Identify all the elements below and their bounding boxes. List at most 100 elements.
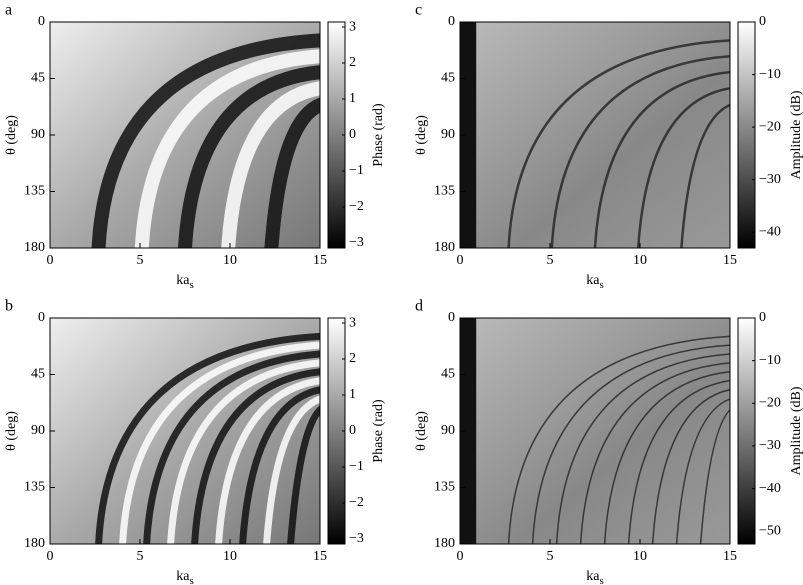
colorbar-tick-label: −30	[759, 172, 781, 187]
x-axis-label: kas	[586, 569, 604, 585]
heatmap-band	[119, 341, 320, 544]
heatmap-band	[507, 335, 730, 544]
x-tick-label: 10	[223, 253, 237, 268]
colorbar-tick-label: −40	[759, 481, 781, 496]
colorbar-tick-label: −20	[759, 119, 781, 134]
heatmap-band	[507, 39, 730, 248]
colorbar-label: Amplitude (dB)	[789, 386, 803, 475]
colorbar-tick-label: −10	[759, 67, 781, 82]
x-tick-label: 15	[723, 253, 737, 268]
heatmap-band	[178, 65, 320, 248]
heatmap-band	[680, 103, 730, 248]
y-tick-label: 180	[434, 240, 455, 255]
x-label-sub: s	[189, 279, 193, 291]
y-tick-label: 45	[441, 367, 455, 382]
heatmap	[50, 318, 320, 544]
colorbar-tick-label: 0	[349, 127, 356, 142]
y-tick-label: 0	[448, 14, 455, 29]
colorbar-tick-label: 1	[349, 91, 356, 106]
heatmap-band	[263, 395, 320, 544]
colorbar-tick-label: −30	[759, 438, 781, 453]
colorbar	[737, 317, 756, 545]
y-tick-label: 90	[31, 127, 45, 142]
heatmap-band	[91, 33, 320, 248]
x-tick-label: 0	[47, 253, 54, 268]
colorbar-tick-label: −2	[349, 495, 364, 510]
colorbar-label: Phase (rad)	[371, 399, 386, 463]
colorbar-tick-label: −10	[759, 353, 781, 368]
heatmap-band	[95, 332, 320, 544]
heatmap-band	[627, 380, 730, 544]
colorbar-tick-label: 3	[349, 315, 356, 330]
panel-label: b	[5, 298, 13, 315]
x-tick-label: 5	[137, 253, 144, 268]
x-tick-label: 0	[47, 549, 54, 564]
colorbar-tick-label: 0	[759, 14, 766, 29]
x-label-sub: s	[599, 575, 603, 585]
panel-label: a	[5, 2, 12, 19]
x-axis-label: kas	[176, 273, 194, 290]
y-axis-label: θ (deg)	[414, 411, 429, 451]
colorbar	[737, 21, 756, 249]
panel-label: d	[415, 298, 423, 315]
colorbar-tick-label: −50	[759, 523, 781, 538]
y-axis-label: θ (deg)	[4, 115, 19, 155]
colorbar-tick-label: −3	[349, 531, 364, 546]
y-tick-label: 0	[38, 14, 45, 29]
x-axis-label: kas	[176, 569, 194, 585]
x-label-main: ka	[586, 569, 600, 584]
y-tick-label: 135	[24, 184, 45, 199]
heatmap-band	[215, 377, 320, 544]
colorbar-tick-label: −40	[759, 224, 781, 239]
heatmap-bg	[460, 318, 730, 544]
heatmap-band	[636, 87, 730, 248]
x-tick-label: 15	[313, 253, 327, 268]
heatmap-band	[221, 81, 320, 248]
heatmap-band	[264, 97, 320, 248]
heatmap-band	[550, 55, 730, 248]
colorbar-tick-label: 3	[349, 19, 356, 34]
x-tick-label: 15	[313, 549, 327, 564]
colorbar-tick-label: 2	[349, 351, 356, 366]
x-label-main: ka	[176, 273, 190, 288]
y-tick-label: 135	[24, 480, 45, 495]
colorbar-tick-label: −3	[349, 235, 364, 250]
x-label-main: ka	[176, 569, 190, 584]
heatmap	[460, 318, 730, 544]
y-tick-label: 90	[31, 423, 45, 438]
colorbar-tick-label: −20	[759, 396, 781, 411]
y-tick-label: 45	[31, 367, 45, 382]
y-tick-label: 180	[24, 240, 45, 255]
x-tick-label: 15	[723, 549, 737, 564]
x-tick-label: 5	[547, 253, 554, 268]
heatmap-band	[143, 350, 320, 544]
heatmap-bg	[50, 318, 320, 544]
x-tick-label: 5	[547, 549, 554, 564]
x-tick-label: 10	[633, 549, 647, 564]
heatmap-band	[555, 353, 730, 544]
y-tick-label: 180	[434, 536, 455, 551]
y-tick-label: 135	[434, 184, 455, 199]
heatmap-band	[651, 389, 730, 544]
colorbar-label: Amplitude (dB)	[789, 90, 803, 179]
heatmap-band	[579, 362, 730, 544]
y-tick-label: 45	[31, 71, 45, 86]
colorbar-tick-label: −2	[349, 199, 364, 214]
x-label-main: ka	[586, 273, 600, 288]
heatmap-band	[593, 71, 730, 248]
colorbar-tick-label: 2	[349, 55, 356, 70]
y-tick-label: 90	[441, 423, 455, 438]
y-axis-label: θ (deg)	[414, 115, 429, 155]
y-tick-label: 45	[441, 71, 455, 86]
colorbar-tick-label: 0	[759, 310, 766, 325]
x-axis-label: kas	[586, 273, 604, 290]
heatmap-band	[191, 368, 320, 544]
panel-label: c	[415, 2, 422, 19]
colorbar-label: Phase (rad)	[371, 103, 386, 167]
y-tick-label: 180	[24, 536, 45, 551]
colorbar-tick-label: 0	[349, 423, 356, 438]
colorbar-tick-label: 1	[349, 387, 356, 402]
y-tick-label: 0	[448, 310, 455, 325]
y-tick-label: 90	[441, 127, 455, 142]
y-tick-label: 135	[434, 480, 455, 495]
